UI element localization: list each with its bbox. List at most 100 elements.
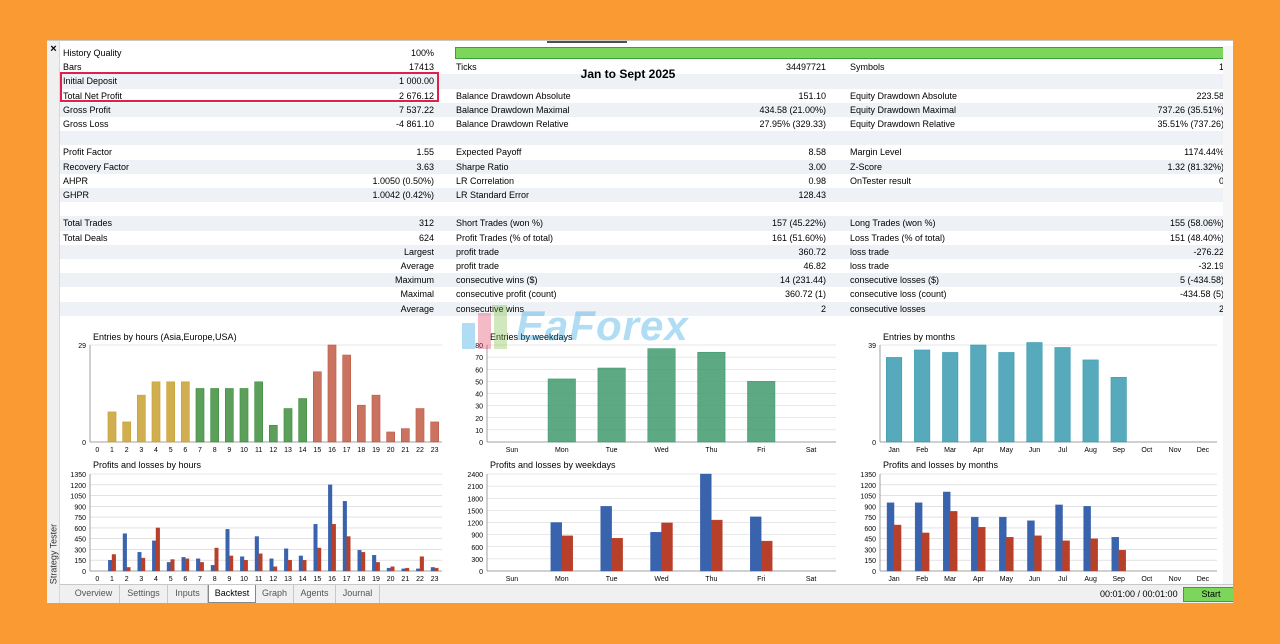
y-tick-label: 1500 [467, 508, 483, 515]
bar-profit [750, 516, 762, 572]
bar [747, 381, 776, 443]
y-tick-label: 300 [471, 557, 483, 564]
x-tick-label: Oct [1141, 447, 1152, 454]
bar-loss [661, 522, 673, 572]
y-tick-label: 39 [868, 343, 876, 350]
x-tick-label: 1 [110, 447, 114, 454]
tab-backtest[interactable]: Backtest [208, 585, 256, 603]
bar-loss [361, 552, 366, 572]
bar-profit [210, 565, 215, 572]
stat-label: loss trade [850, 261, 890, 271]
stat-label: LR Standard Error [456, 190, 530, 200]
tab-agents[interactable]: Agents [294, 585, 336, 603]
x-tick-label: 17 [343, 447, 351, 454]
bar [415, 408, 425, 443]
bar-profit [108, 560, 113, 572]
bar [283, 408, 293, 443]
stat-value: 35.51% (737.26) [1157, 119, 1224, 129]
tab-graph[interactable]: Graph [256, 585, 294, 603]
x-tick-label: Jun [1029, 447, 1040, 454]
y-tick-label: 150 [74, 558, 86, 565]
x-tick-label: 3 [139, 447, 143, 454]
chart-entries-hours: Entries by hours (Asia,Europe,USA) 0 29 0 1 2… [60, 329, 448, 456]
x-tick-label: Mon [555, 576, 569, 583]
x-tick-label: Tue [606, 447, 618, 454]
x-tick-label: 3 [139, 576, 143, 583]
stat-label: Gross Loss [63, 119, 109, 129]
bar-loss [155, 527, 160, 572]
watermark: EaForex [458, 299, 830, 353]
x-tick-label: Sep [1112, 447, 1125, 454]
stat-value: 1 000.00 [398, 76, 434, 87]
chart-svg: 0 39 Jan Feb Mar Apr May Jun Jul Aug Sep Oct Nov Dec [868, 342, 1217, 454]
bar-profit [254, 536, 259, 572]
x-tick-label: Thu [705, 576, 717, 583]
x-tick-label: Dec [1197, 447, 1210, 454]
stat-label: Initial Deposit [63, 76, 118, 87]
stat-label: Balance Drawdown Absolute [456, 90, 571, 101]
side-panel-title: Strategy Tester [48, 523, 59, 585]
x-tick-label: Mar [944, 447, 957, 454]
bar [400, 428, 410, 443]
stat-value: 1.55 [416, 147, 434, 158]
panel-resize-handle[interactable] [547, 41, 627, 43]
bar-loss [419, 556, 424, 572]
chart-svg: 0 10 20 30 40 50 60 70 80 Sun Mon Tue Wed Thu Fri Sat [475, 343, 836, 454]
y-tick-label: 1350 [860, 472, 876, 479]
y-tick-label: 900 [864, 504, 876, 511]
tab-journal[interactable]: Journal [336, 585, 380, 603]
bar [298, 398, 307, 443]
stats-row: Initial Deposit 1 000.00 [60, 74, 1223, 89]
x-tick-label: 19 [372, 447, 380, 454]
stats-row: Recovery Factor 3.63 Sharpe Ratio 3.00 Z-Sco… [60, 159, 1224, 174]
stats-row: GHPR 1.0042 (0.42%) LR Standard Error 128.4… [60, 188, 1223, 203]
bar [430, 421, 439, 443]
y-tick-label: 2100 [467, 484, 483, 491]
x-tick-label: 10 [240, 576, 248, 583]
x-tick-label: Dec [1197, 576, 1210, 583]
stat-value: Maximum [394, 275, 434, 286]
stat-label: Symbols [850, 62, 885, 73]
bar [1054, 347, 1071, 443]
y-tick-label: 1800 [467, 496, 483, 503]
y-tick-label: 450 [74, 537, 86, 544]
tab-overview[interactable]: Overview [68, 585, 120, 603]
stat-value: 100% [410, 48, 434, 58]
scrollbar[interactable] [1223, 46, 1233, 584]
stat-value: Maximal [400, 289, 434, 300]
y-tick-label: 70 [475, 355, 483, 362]
stat-label: Equity Drawdown Relative [850, 119, 956, 129]
x-tick-label: 23 [431, 576, 439, 583]
x-tick-label: Jan [888, 447, 899, 454]
x-tick-label: 8 [213, 447, 217, 454]
stat-value: 14 (231.44) [779, 275, 826, 286]
bar-profit [269, 558, 274, 572]
stat-value: 434.58 (21.00%) [759, 104, 826, 115]
x-tick-label: Sun [506, 576, 519, 583]
stat-label: Total Net Profit [63, 90, 123, 101]
chart-svg: 0 300 600 900 1200 1500 1800 2100 2400 Sun Mon Tue W… [467, 472, 836, 583]
y-tick-label: 150 [864, 558, 876, 565]
x-tick-label: Sat [806, 447, 817, 454]
bar-loss [921, 532, 930, 572]
close-icon[interactable]: × [50, 43, 57, 55]
chart-title: Entries by months [883, 332, 956, 342]
bar-loss [243, 560, 248, 572]
bar [647, 348, 676, 443]
stat-value: 360.72 (1) [784, 289, 826, 300]
tab-inputs[interactable]: Inputs [168, 585, 208, 603]
y-tick-label: 0 [82, 569, 86, 576]
stat-value: -4 861.10 [395, 119, 434, 129]
bar [371, 394, 381, 443]
bar-loss [141, 557, 146, 572]
bar-loss [287, 560, 292, 572]
bar-loss [561, 535, 573, 572]
stat-label: Recovery Factor [63, 161, 130, 172]
start-button[interactable]: Start [1183, 587, 1233, 602]
bar-profit [650, 531, 662, 572]
x-tick-label: 20 [387, 447, 395, 454]
bar-loss [390, 566, 395, 572]
bar-profit [1083, 506, 1091, 572]
stat-value: 2 [1218, 303, 1224, 314]
tab-settings[interactable]: Settings [120, 585, 168, 603]
